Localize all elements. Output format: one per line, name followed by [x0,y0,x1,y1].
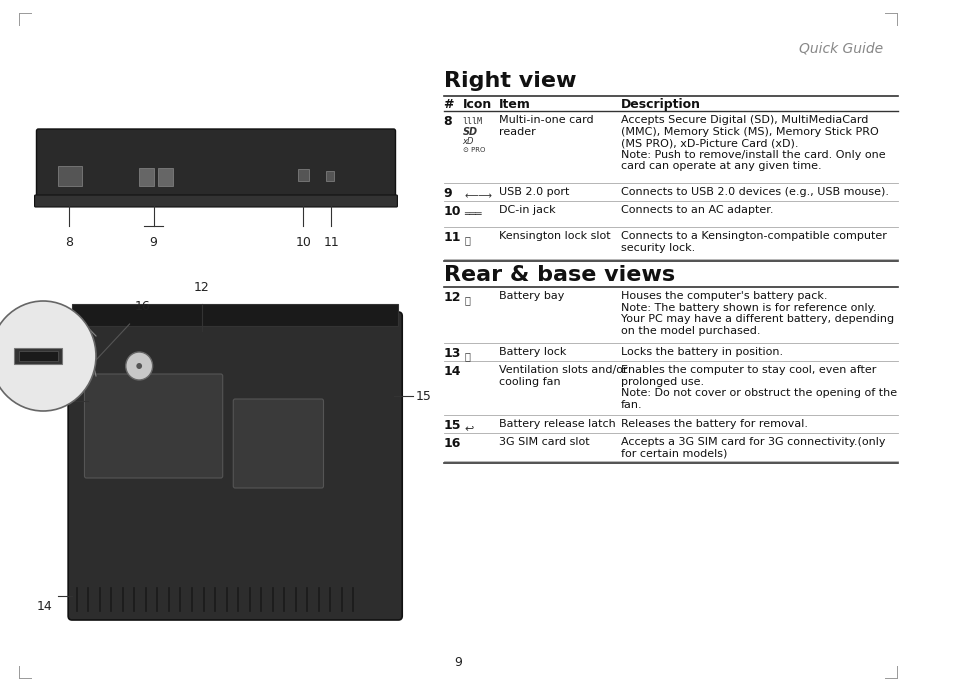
Circle shape [136,363,142,369]
FancyBboxPatch shape [34,195,397,207]
Text: Battery release latch: Battery release latch [498,419,616,429]
Text: Quick Guide: Quick Guide [799,41,882,55]
Circle shape [0,301,96,411]
FancyBboxPatch shape [85,374,222,478]
Text: Battery bay: Battery bay [498,291,564,301]
Text: ⊙ PRO: ⊙ PRO [462,147,484,153]
Text: Connects to a Kensington-compatible computer
security lock.: Connects to a Kensington-compatible comp… [620,231,886,253]
Text: 9: 9 [454,656,461,669]
Text: 14: 14 [37,600,52,612]
Text: Battery lock: Battery lock [498,347,566,357]
Text: 8: 8 [65,236,73,249]
Text: Connects to an AC adapter.: Connects to an AC adapter. [620,205,773,215]
Text: Item: Item [498,98,531,111]
Text: 🔒: 🔒 [464,235,470,245]
Text: Releases the battery for removal.: Releases the battery for removal. [620,419,807,429]
Text: ⟵⟶: ⟵⟶ [464,191,492,201]
Text: SD: SD [462,127,477,137]
Text: 13: 13 [443,347,460,360]
Text: 9: 9 [150,236,157,249]
Text: 12: 12 [193,281,210,294]
Text: Icon: Icon [462,98,492,111]
Bar [326,171,334,181]
Text: xD: xD [462,137,474,146]
Text: 12: 12 [443,291,460,304]
Text: DC-in jack: DC-in jack [498,205,556,215]
Text: ═══: ═══ [464,209,481,219]
Text: 9: 9 [443,187,452,200]
Text: 11: 11 [443,231,460,244]
Text: 16: 16 [443,437,460,450]
Text: 🔒: 🔒 [464,351,470,361]
Text: Houses the computer's battery pack.
Note: The battery shown is for reference onl: Houses the computer's battery pack. Note… [620,291,893,336]
Text: USB 2.0 port: USB 2.0 port [498,187,569,197]
Text: Multi-in-one card
reader: Multi-in-one card reader [498,115,593,137]
Text: Kensington lock slot: Kensington lock slot [498,231,610,241]
Text: 10: 10 [443,205,460,218]
Text: 3G SIM card slot: 3G SIM card slot [498,437,589,447]
Text: 10: 10 [295,236,311,249]
Text: Enables the computer to stay cool, even after
prolonged use.
Note: Do not cover : Enables the computer to stay cool, even … [620,365,896,410]
Text: Connects to USB 2.0 devices (e.g., USB mouse).: Connects to USB 2.0 devices (e.g., USB m… [620,187,888,197]
Bar [139,168,153,186]
Bar [57,166,82,186]
Text: 15: 15 [416,390,431,402]
Text: 13: 13 [49,395,64,408]
Text: 15: 15 [443,419,460,432]
Text: Description: Description [620,98,700,111]
Bar [19,351,57,361]
Text: lllM: lllM [462,117,482,126]
FancyBboxPatch shape [233,399,323,488]
Text: 🔋: 🔋 [464,295,470,305]
Circle shape [126,352,152,380]
Text: Locks the battery in position.: Locks the battery in position. [620,347,782,357]
Text: Right view: Right view [443,71,576,91]
Text: #: # [443,98,454,111]
Text: ↩: ↩ [464,423,474,433]
Text: 8: 8 [443,115,452,128]
Text: Accepts a 3G SIM card for 3G connectivity.(only
for certain models): Accepts a 3G SIM card for 3G connectivit… [620,437,884,459]
Text: 14: 14 [443,365,460,378]
Text: Ventilation slots and/or
cooling fan: Ventilation slots and/or cooling fan [498,365,627,386]
Bar [14,348,62,364]
FancyBboxPatch shape [68,312,402,620]
Text: 11: 11 [323,236,338,249]
Bar [297,169,309,181]
Bar [71,304,398,326]
Text: Accepts Secure Digital (SD), MultiMediaCard
(MMC), Memory Stick (MS), Memory Sti: Accepts Secure Digital (SD), MultiMediaC… [620,115,884,171]
Text: Rear & base views: Rear & base views [443,265,674,285]
Text: 16: 16 [134,299,150,312]
FancyBboxPatch shape [36,129,395,203]
Bar [158,168,172,186]
